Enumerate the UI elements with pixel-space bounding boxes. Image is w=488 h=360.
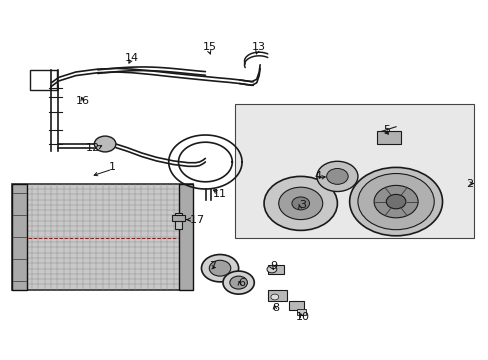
Bar	[172, 215, 184, 221]
Bar	[297, 309, 305, 315]
Text: 9: 9	[270, 261, 277, 271]
Text: 2: 2	[465, 179, 472, 189]
Bar	[267, 290, 286, 301]
Text: 16: 16	[76, 96, 90, 106]
Text: 13: 13	[252, 42, 265, 52]
Bar	[376, 131, 400, 144]
Text: 7: 7	[209, 261, 216, 271]
Bar	[288, 301, 304, 310]
Circle shape	[349, 167, 442, 236]
Bar	[267, 265, 283, 274]
Circle shape	[223, 271, 254, 294]
Bar	[12, 184, 27, 290]
Bar	[30, 70, 57, 90]
Circle shape	[270, 294, 278, 300]
Text: 12: 12	[86, 143, 100, 153]
Text: 11: 11	[213, 189, 226, 199]
Text: 15: 15	[203, 42, 217, 52]
Circle shape	[264, 176, 337, 230]
Text: 4: 4	[314, 171, 321, 181]
Text: 14: 14	[125, 53, 139, 63]
Bar	[234, 104, 473, 238]
Text: -17: -17	[186, 215, 204, 225]
Text: 3: 3	[299, 200, 306, 210]
Text: 10: 10	[296, 312, 309, 322]
Circle shape	[316, 161, 357, 192]
Bar	[174, 213, 182, 229]
Text: 8: 8	[272, 303, 279, 313]
Circle shape	[373, 185, 417, 218]
Circle shape	[326, 168, 347, 184]
Circle shape	[229, 276, 247, 289]
Circle shape	[94, 136, 116, 152]
Circle shape	[386, 194, 405, 209]
Text: 1: 1	[109, 162, 116, 172]
Bar	[179, 184, 193, 290]
Bar	[12, 184, 193, 290]
Circle shape	[266, 266, 276, 273]
Circle shape	[357, 174, 433, 230]
Text: 5: 5	[382, 125, 389, 135]
Text: 6: 6	[238, 278, 245, 288]
Circle shape	[201, 255, 238, 282]
Circle shape	[278, 187, 322, 220]
Circle shape	[291, 197, 309, 210]
Circle shape	[209, 260, 230, 276]
